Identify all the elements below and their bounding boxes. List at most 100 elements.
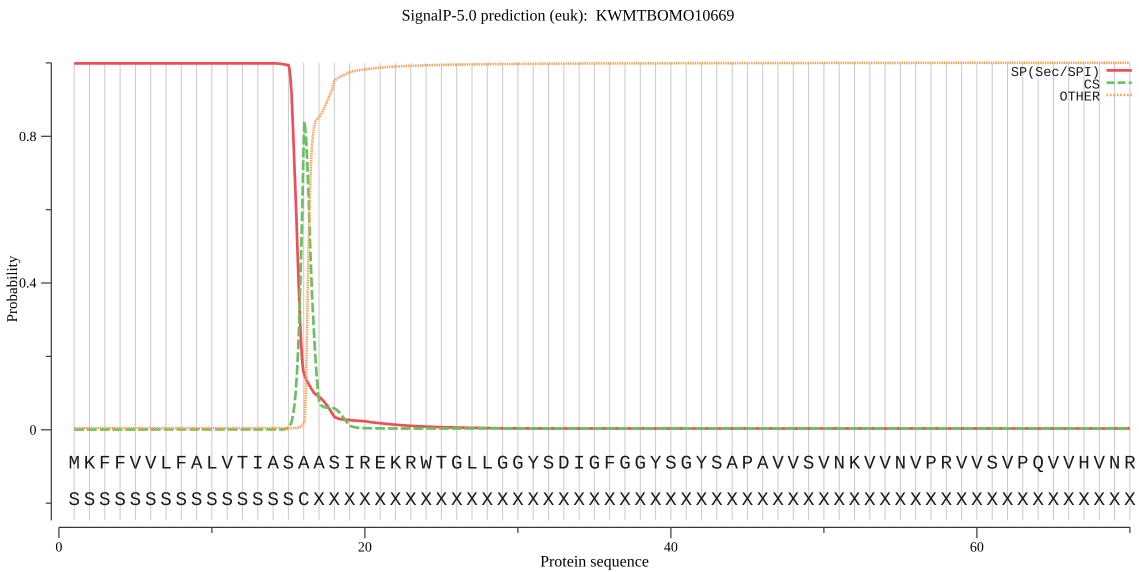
svg-text:S: S: [711, 453, 723, 475]
svg-text:X: X: [436, 489, 448, 511]
svg-text:X: X: [986, 489, 998, 511]
svg-text:G: G: [635, 453, 647, 475]
svg-text:S: S: [130, 489, 142, 511]
svg-text:X: X: [864, 489, 876, 511]
svg-text:H: H: [1078, 453, 1090, 475]
svg-text:D: D: [558, 453, 570, 475]
svg-text:V: V: [864, 453, 876, 475]
svg-text:S: S: [68, 489, 80, 511]
svg-text:S: S: [221, 489, 233, 511]
svg-text:X: X: [482, 489, 494, 511]
svg-text:S: S: [99, 489, 111, 511]
svg-text:X: X: [788, 489, 800, 511]
svg-text:L: L: [466, 453, 478, 475]
svg-text:X: X: [711, 489, 723, 511]
svg-text:A: A: [267, 453, 279, 475]
svg-text:L: L: [482, 453, 494, 475]
svg-text:V: V: [772, 453, 784, 475]
svg-text:20: 20: [358, 541, 372, 556]
svg-text:S: S: [803, 453, 815, 475]
svg-text:X: X: [833, 489, 845, 511]
svg-text:T: T: [237, 453, 249, 475]
svg-text:A: A: [757, 453, 769, 475]
svg-text:X: X: [650, 489, 662, 511]
svg-text:V: V: [1048, 453, 1060, 475]
svg-text:X: X: [772, 489, 784, 511]
svg-text:E: E: [374, 453, 386, 475]
svg-text:S: S: [267, 489, 279, 511]
svg-text:X: X: [619, 489, 631, 511]
svg-text:I: I: [252, 453, 264, 475]
svg-text:R: R: [941, 453, 953, 475]
svg-text:F: F: [604, 453, 616, 475]
svg-text:X: X: [971, 489, 983, 511]
svg-text:X: X: [604, 489, 616, 511]
svg-text:K: K: [84, 453, 96, 475]
svg-text:X: X: [390, 489, 402, 511]
svg-text:N: N: [833, 453, 845, 475]
svg-text:K: K: [390, 453, 402, 475]
svg-text:V: V: [818, 453, 830, 475]
svg-text:X: X: [665, 489, 677, 511]
svg-text:X: X: [451, 489, 463, 511]
svg-text:F: F: [114, 453, 126, 475]
svg-text:L: L: [206, 453, 218, 475]
svg-text:C: C: [298, 489, 310, 511]
svg-text:V: V: [130, 453, 142, 475]
svg-text:X: X: [680, 489, 692, 511]
svg-text:S: S: [84, 489, 96, 511]
svg-text:L: L: [160, 453, 172, 475]
svg-text:X: X: [742, 489, 754, 511]
svg-text:F: F: [176, 453, 188, 475]
svg-text:S: S: [329, 453, 341, 475]
svg-text:X: X: [1048, 489, 1060, 511]
svg-text:R: R: [1124, 453, 1136, 475]
svg-text:V: V: [910, 453, 922, 475]
svg-text:X: X: [1109, 489, 1121, 511]
svg-text:CS: CS: [1084, 78, 1100, 93]
svg-text:X: X: [818, 489, 830, 511]
svg-text:S: S: [665, 453, 677, 475]
svg-text:X: X: [573, 489, 585, 511]
svg-text:A: A: [313, 453, 325, 475]
svg-text:X: X: [910, 489, 922, 511]
svg-text:P: P: [1017, 453, 1029, 475]
svg-text:SignalP-5.0 prediction (euk):: SignalP-5.0 prediction (euk): KWMTBOMO10…: [402, 8, 735, 25]
svg-text:S: S: [145, 489, 157, 511]
svg-text:X: X: [849, 489, 861, 511]
svg-text:S: S: [986, 453, 998, 475]
svg-text:X: X: [895, 489, 907, 511]
svg-text:X: X: [1078, 489, 1090, 511]
svg-text:X: X: [941, 489, 953, 511]
svg-text:G: G: [619, 453, 631, 475]
svg-text:Protein sequence: Protein sequence: [540, 554, 649, 571]
svg-text:S: S: [237, 489, 249, 511]
svg-text:X: X: [313, 489, 325, 511]
svg-text:S: S: [543, 453, 555, 475]
svg-text:Y: Y: [527, 453, 539, 475]
svg-text:X: X: [1063, 489, 1075, 511]
svg-text:X: X: [466, 489, 478, 511]
svg-text:X: X: [1002, 489, 1014, 511]
svg-text:X: X: [589, 489, 601, 511]
svg-text:40: 40: [664, 541, 678, 556]
svg-text:V: V: [1002, 453, 1014, 475]
svg-text:X: X: [1094, 489, 1106, 511]
svg-text:P: P: [925, 453, 937, 475]
svg-text:X: X: [925, 489, 937, 511]
svg-text:OTHER: OTHER: [1059, 91, 1100, 106]
svg-text:V: V: [145, 453, 157, 475]
svg-text:Y: Y: [696, 453, 708, 475]
svg-text:X: X: [757, 489, 769, 511]
svg-text:X: X: [1032, 489, 1044, 511]
svg-text:V: V: [788, 453, 800, 475]
svg-text:X: X: [635, 489, 647, 511]
svg-text:X: X: [696, 489, 708, 511]
svg-text:V: V: [956, 453, 968, 475]
svg-text:V: V: [971, 453, 983, 475]
svg-text:0: 0: [30, 424, 37, 439]
svg-text:X: X: [359, 489, 371, 511]
svg-text:X: X: [1017, 489, 1029, 511]
svg-text:X: X: [879, 489, 891, 511]
svg-text:X: X: [726, 489, 738, 511]
